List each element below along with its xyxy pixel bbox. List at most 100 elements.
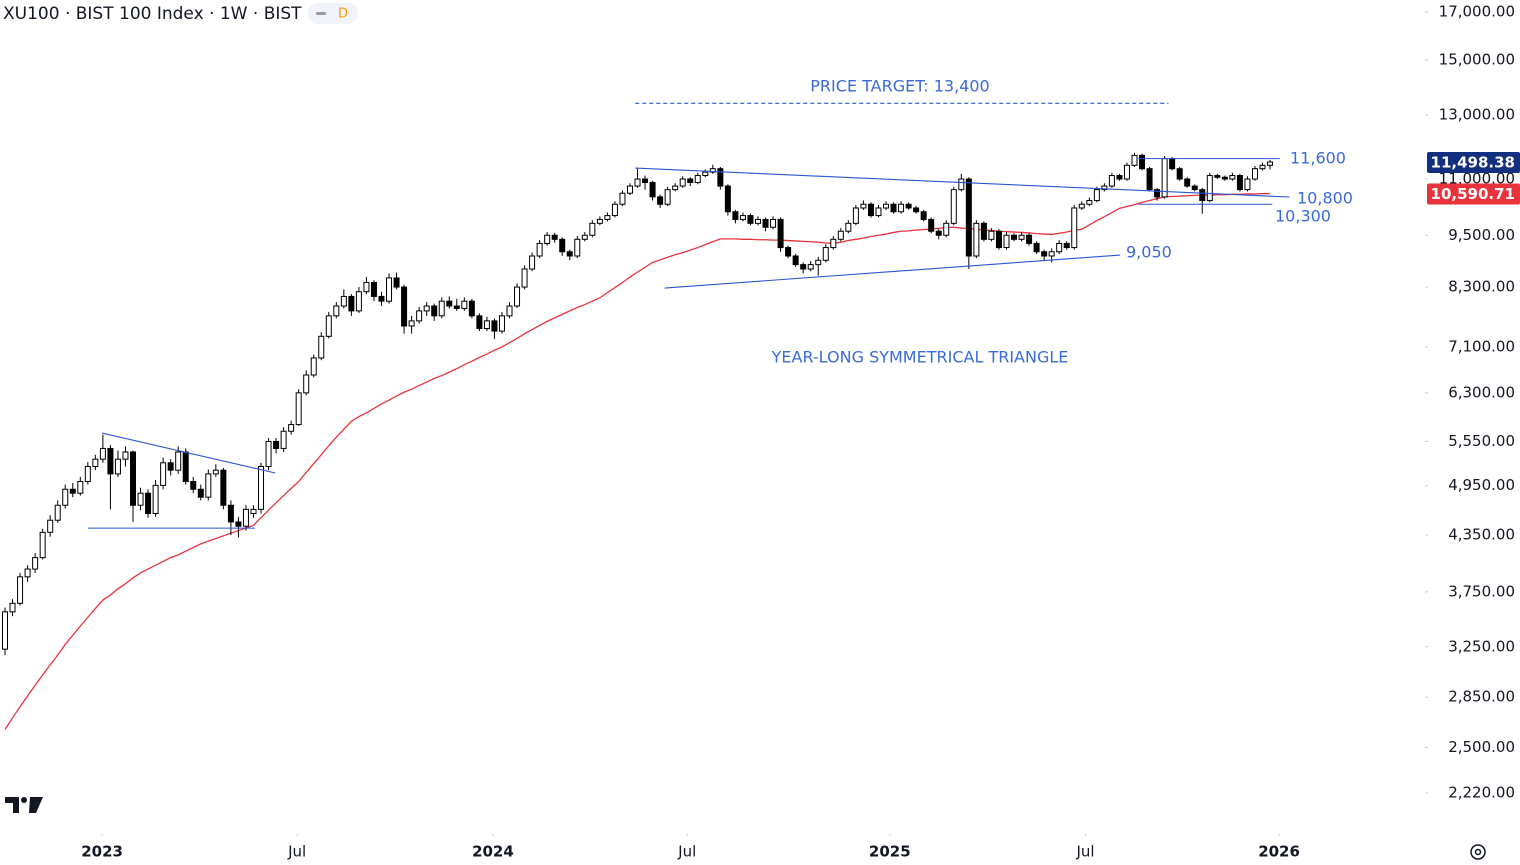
candle-body	[355, 291, 362, 312]
x-tick-label: Jul	[677, 843, 696, 861]
candle-body	[205, 473, 212, 498]
annotation: PRICE TARGET: 13,400	[810, 77, 989, 96]
y-tick-label: 5,550.00	[1448, 432, 1515, 450]
candle-body	[348, 295, 355, 312]
candle-body	[1184, 178, 1191, 187]
candle-body	[468, 300, 475, 317]
candle-body	[1206, 175, 1213, 202]
candle-body	[77, 481, 84, 494]
candle-body	[498, 315, 505, 332]
candle-body	[1146, 168, 1153, 191]
badge-bg[interactable]	[308, 3, 358, 24]
candle-body	[544, 234, 551, 244]
candle-body	[1011, 234, 1018, 240]
candle-body	[370, 281, 377, 297]
candle-body	[619, 192, 626, 205]
candle-body	[288, 424, 295, 432]
candle-body	[408, 320, 415, 327]
candle-body	[928, 218, 935, 232]
candle-body	[1033, 242, 1040, 253]
candle-body	[574, 238, 581, 257]
candle-body	[122, 451, 129, 460]
candle-body	[220, 469, 227, 506]
candle-body	[657, 196, 664, 205]
candle-body	[604, 215, 611, 220]
y-tick-label: 13,000.00	[1439, 105, 1515, 123]
candle-body	[1108, 175, 1115, 187]
candle-body	[1071, 207, 1078, 249]
candle-body	[988, 230, 995, 240]
y-tick-label: 4,950.00	[1448, 476, 1515, 494]
badge-dash	[316, 12, 326, 15]
y-tick-label: 17,000.00	[1439, 2, 1515, 20]
candle-body	[363, 281, 370, 293]
candle-body	[1169, 158, 1176, 170]
tv-logo	[5, 797, 43, 813]
candle-body	[1018, 234, 1025, 240]
trendline	[102, 432, 276, 474]
candle-body	[438, 300, 445, 317]
y-tick-label: 15,000.00	[1439, 51, 1515, 69]
candle-body	[47, 519, 54, 533]
candle-body	[54, 504, 61, 521]
candle-body	[800, 264, 807, 270]
chart-title: XU100 · BIST 100 Index · 1W · BIST	[3, 4, 302, 24]
annotation: 10,800	[1297, 189, 1353, 208]
candle-body	[1056, 242, 1063, 253]
ma-label: 10,590.71	[1431, 185, 1515, 203]
candle-body	[672, 185, 679, 191]
candle-body	[483, 320, 490, 330]
candle-body	[137, 492, 144, 506]
candle-body	[935, 230, 942, 236]
candle-body	[551, 234, 558, 240]
candle-body	[69, 488, 76, 494]
candle-body	[785, 247, 792, 257]
annotation: 10,300	[1275, 207, 1331, 226]
candle-body	[1244, 178, 1251, 191]
settings-ring	[1470, 844, 1486, 860]
candle-body	[280, 430, 287, 449]
x-tick-label: 2024	[472, 843, 514, 861]
candle-body	[295, 392, 302, 426]
candle-body	[378, 295, 385, 302]
settings-icon[interactable]	[1470, 844, 1486, 860]
x-tick-label: 2025	[869, 843, 911, 861]
candle-body	[258, 465, 265, 510]
x-tick-label: 2023	[81, 843, 123, 861]
candle-body	[423, 305, 430, 312]
candle-body	[175, 451, 182, 471]
candle-body	[1176, 168, 1183, 180]
candle-body	[845, 222, 852, 232]
candle-body	[905, 203, 912, 209]
candle-body	[521, 268, 528, 288]
candle-body	[581, 234, 588, 240]
y-tick-label: 2,500.00	[1448, 738, 1515, 756]
badge: D	[338, 7, 348, 22]
candle-body	[1131, 154, 1138, 166]
candle-body	[830, 238, 837, 249]
candle-body	[99, 447, 106, 460]
candle-body	[642, 178, 649, 184]
candle-body	[1, 611, 8, 650]
y-tick-label: 3,250.00	[1448, 637, 1515, 655]
candle-body	[777, 218, 784, 249]
candle-body	[852, 207, 859, 224]
candle-body	[958, 178, 965, 191]
candle-body	[837, 230, 844, 240]
candle-body	[1236, 175, 1243, 191]
candle-body	[1041, 251, 1048, 257]
candle-body	[898, 203, 905, 213]
candle-body	[867, 203, 874, 217]
candle-body	[1154, 189, 1161, 198]
candle-body	[197, 488, 204, 498]
candle-body	[227, 504, 234, 523]
candle-body	[1086, 200, 1093, 205]
candle-body	[1259, 164, 1266, 170]
candle-body	[476, 315, 483, 330]
candle-body	[717, 168, 724, 187]
candle-body	[529, 255, 536, 270]
candle-body	[333, 305, 340, 317]
candle-body	[732, 211, 739, 220]
candle-body	[431, 305, 438, 317]
